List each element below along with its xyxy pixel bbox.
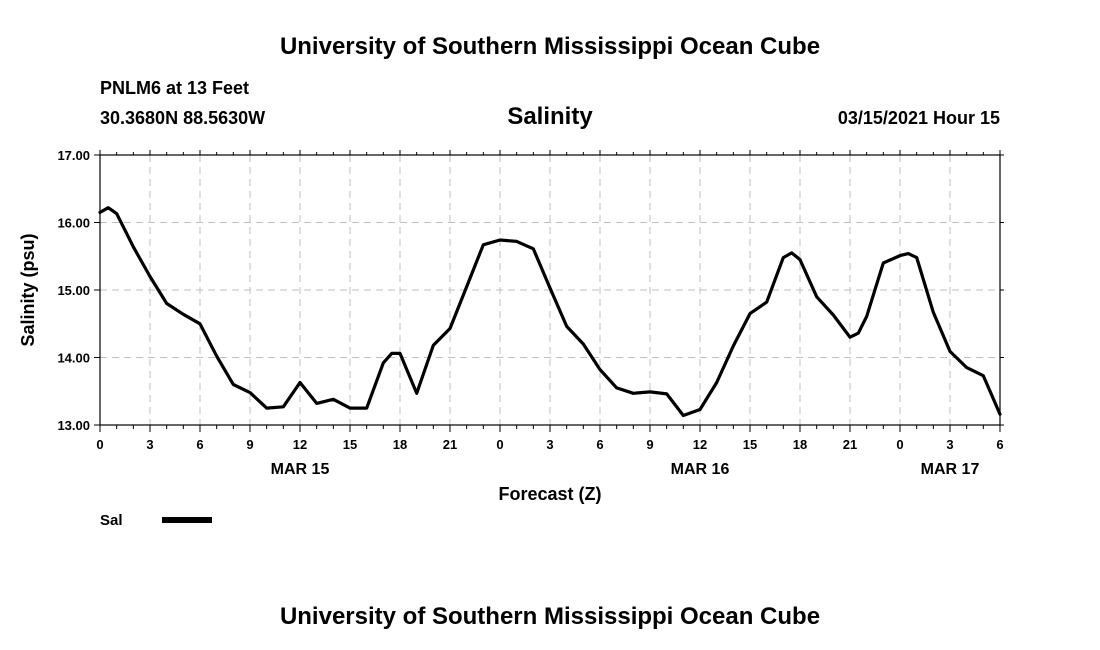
y-tick-label: 16.00	[57, 216, 90, 231]
x-tick-label: 6	[996, 437, 1003, 452]
x-tick-label: 0	[496, 437, 503, 452]
run-time-label: 03/15/2021 Hour 15	[838, 108, 1000, 128]
x-tick-label: 0	[96, 437, 103, 452]
x-tick-label: 3	[546, 437, 553, 452]
x-tick-label: 15	[743, 437, 757, 452]
x-tick-label: 9	[246, 437, 253, 452]
chart-title: Salinity	[507, 103, 593, 130]
y-tick-label: 14.00	[57, 351, 90, 366]
x-tick-label: 12	[293, 437, 307, 452]
date-label: MAR 16	[671, 461, 730, 478]
y-axis: 13.00 14.00 15.00 16.00 17.00	[57, 148, 1004, 433]
x-tick-label: 0	[896, 437, 903, 452]
x-tick-label: 6	[596, 437, 603, 452]
y-tick-label: 13.00	[57, 418, 90, 433]
series-line-sal	[98, 206, 1002, 418]
x-tick-label: 21	[843, 437, 857, 452]
x-tick-label: 6	[196, 437, 203, 452]
x-tick-label: 12	[693, 437, 707, 452]
series-group	[98, 206, 1002, 418]
x-axis-label: Forecast (Z)	[498, 484, 601, 504]
station-label: PNLM6 at 13 Feet	[100, 78, 249, 98]
date-label: MAR 15	[271, 461, 330, 478]
y-tick-label: 17.00	[57, 148, 90, 163]
y-tick-label: 15.00	[57, 283, 90, 298]
x-tick-label: 3	[146, 437, 153, 452]
x-tick-label: 9	[646, 437, 653, 452]
x-tick-label: 21	[443, 437, 457, 452]
legend: Sal	[100, 512, 212, 529]
x-tick-label: 3	[946, 437, 953, 452]
grid-lines	[100, 155, 1000, 425]
y-axis-label: Salinity (psu)	[18, 233, 38, 346]
page-title: University of Southern Mississippi Ocean…	[280, 33, 820, 60]
x-tick-label: 18	[793, 437, 807, 452]
x-tick-label: 18	[393, 437, 407, 452]
date-label: MAR 17	[921, 461, 980, 478]
x-tick-label: 15	[343, 437, 357, 452]
legend-label-sal: Sal	[100, 512, 123, 529]
footer-title: University of Southern Mississippi Ocean…	[280, 603, 820, 630]
x-axis: 0 3 6 9 12 15 18 21 0 3 6 9 12 15 18 21 0 3 6	[96, 150, 1004, 452]
date-labels: MAR 15 MAR 16 MAR 17	[271, 461, 980, 478]
coordinates-label: 30.3680N 88.5630W	[100, 108, 265, 128]
